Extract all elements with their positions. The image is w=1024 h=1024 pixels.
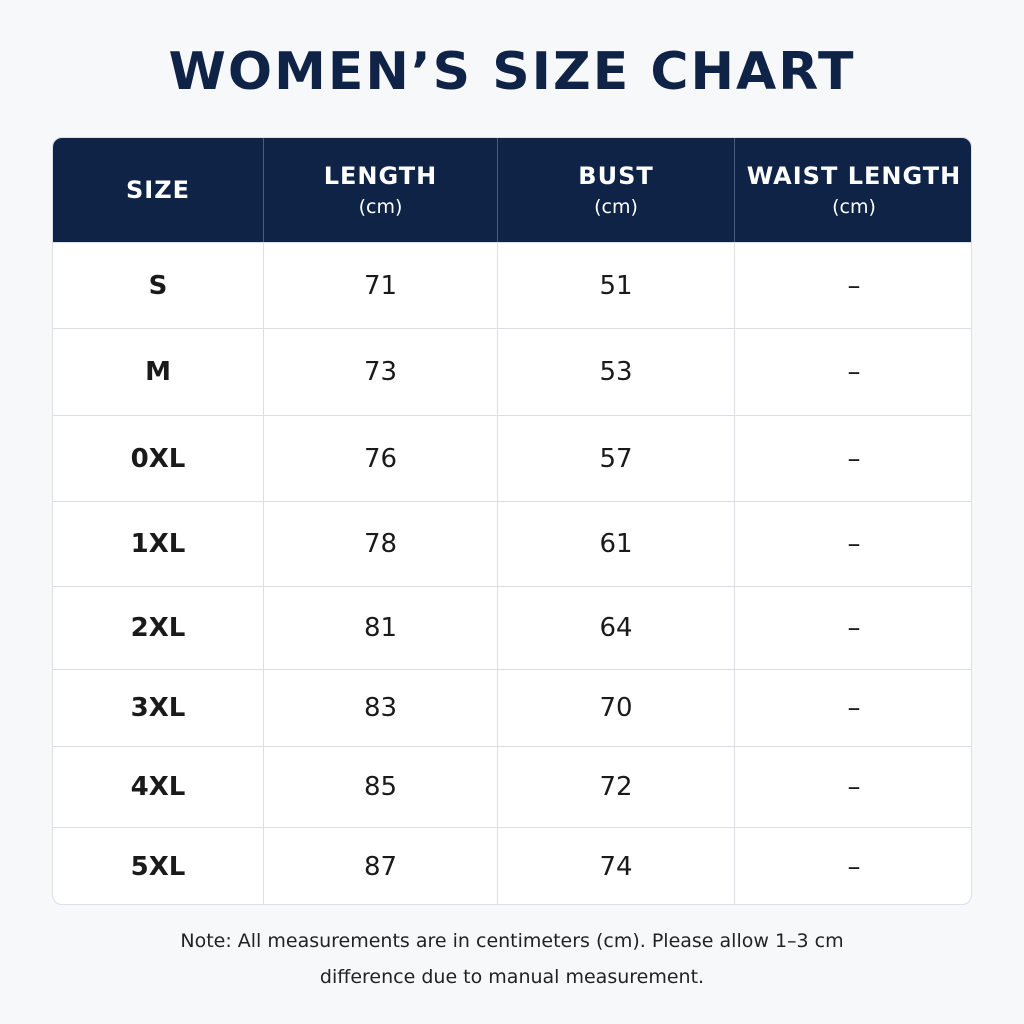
header-label: BUST bbox=[578, 162, 654, 190]
value-cell: – bbox=[734, 415, 971, 501]
header-label: LENGTH bbox=[323, 162, 438, 190]
value-cell: 71 bbox=[263, 242, 497, 328]
value-cell: 57 bbox=[497, 415, 734, 501]
value-cell: 73 bbox=[263, 328, 497, 415]
header-unit: (cm) bbox=[358, 196, 403, 218]
value-cell: 83 bbox=[263, 669, 497, 746]
value-cell: 85 bbox=[263, 746, 497, 827]
header-unit: (cm) bbox=[594, 196, 638, 218]
value-cell: 64 bbox=[497, 586, 734, 669]
size-table: SIZE LENGTH (cm) BUST (cm) WAIST LENGTH (cm) S 7… bbox=[52, 137, 972, 905]
note-line: difference due to manual measurement. bbox=[319, 966, 705, 988]
value-cell: 74 bbox=[497, 827, 734, 904]
note-line: Note: All measurements are in centimeter… bbox=[180, 930, 844, 952]
header-label: WAIST LENGTH bbox=[746, 162, 962, 190]
value-cell: – bbox=[734, 746, 971, 827]
size-cell: 0XL bbox=[53, 415, 263, 501]
size-cell: 4XL bbox=[53, 746, 263, 827]
size-cell: M bbox=[53, 328, 263, 415]
value-cell: – bbox=[734, 328, 971, 415]
value-cell: 81 bbox=[263, 586, 497, 669]
header-unit: (cm) bbox=[832, 196, 876, 218]
value-cell: 70 bbox=[497, 669, 734, 746]
header-cell: LENGTH (cm) bbox=[263, 138, 497, 242]
size-cell: 2XL bbox=[53, 586, 263, 669]
header-cell: SIZE bbox=[53, 138, 263, 242]
size-cell: 5XL bbox=[53, 827, 263, 904]
header-cell: BUST (cm) bbox=[497, 138, 734, 242]
value-cell: 51 bbox=[497, 242, 734, 328]
size-cell: 1XL bbox=[53, 501, 263, 586]
value-cell: – bbox=[734, 669, 971, 746]
value-cell: 78 bbox=[263, 501, 497, 586]
value-cell: – bbox=[734, 242, 971, 328]
size-cell: S bbox=[53, 242, 263, 328]
value-cell: – bbox=[734, 586, 971, 669]
value-cell: 87 bbox=[263, 827, 497, 904]
value-cell: 76 bbox=[263, 415, 497, 501]
header-label: SIZE bbox=[125, 176, 190, 204]
value-cell: 61 bbox=[497, 501, 734, 586]
value-cell: – bbox=[734, 827, 971, 904]
header-cell: WAIST LENGTH (cm) bbox=[734, 138, 971, 242]
value-cell: 53 bbox=[497, 328, 734, 415]
size-cell: 3XL bbox=[53, 669, 263, 746]
value-cell: – bbox=[734, 501, 971, 586]
value-cell: 72 bbox=[497, 746, 734, 827]
title: WOMEN’S SIZE CHART bbox=[168, 42, 856, 102]
